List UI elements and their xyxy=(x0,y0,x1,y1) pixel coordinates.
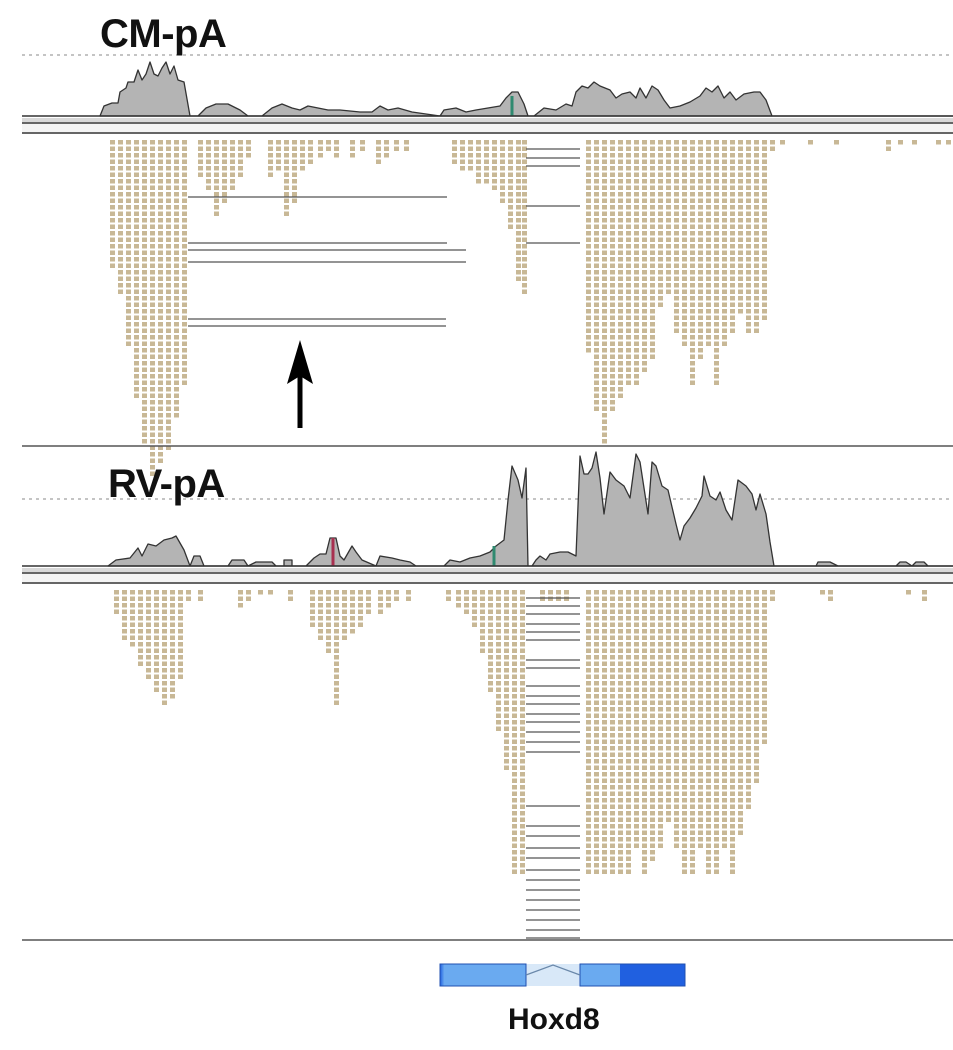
exon-1 xyxy=(439,963,527,987)
gene-label: Hoxd8 xyxy=(508,1003,600,1036)
separator-fill xyxy=(22,124,953,132)
alignment-reads xyxy=(110,140,951,476)
exon-2-utr xyxy=(580,964,620,986)
track-label-rv-pa: RV-pA xyxy=(108,462,225,506)
separator-band xyxy=(22,568,953,572)
separator-band xyxy=(22,118,953,122)
separator-fill xyxy=(22,574,953,582)
track-label-cm-pa: CM-pA xyxy=(100,12,227,56)
exon-2 xyxy=(620,964,685,986)
track-cm-pa xyxy=(22,54,953,476)
track-rv-pa xyxy=(22,451,953,941)
intron-chevron xyxy=(525,964,581,976)
gene-model-hoxd8[interactable] xyxy=(439,963,686,987)
alignment-reads xyxy=(114,590,927,874)
annotation-layer xyxy=(287,340,313,428)
up-arrow-icon xyxy=(287,340,313,428)
coverage-histogram xyxy=(107,451,953,567)
coverage-histogram xyxy=(99,61,953,117)
